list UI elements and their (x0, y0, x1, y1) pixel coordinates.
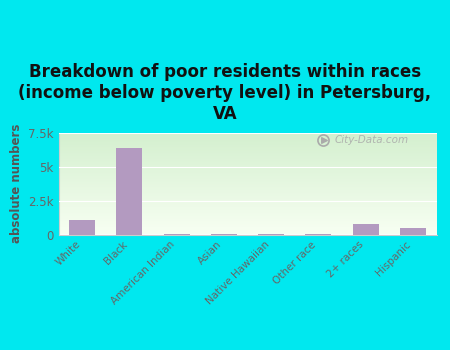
Bar (353, 224, 378, 235)
Text: City-Data.com: City-Data.com (334, 135, 409, 145)
Bar (69, 220, 95, 235)
Bar (400, 228, 426, 234)
Y-axis label: absolute numbers: absolute numbers (9, 124, 22, 244)
Bar (117, 148, 142, 234)
Text: Breakdown of poor residents within races
(income below poverty level) in Petersb: Breakdown of poor residents within races… (18, 63, 432, 122)
